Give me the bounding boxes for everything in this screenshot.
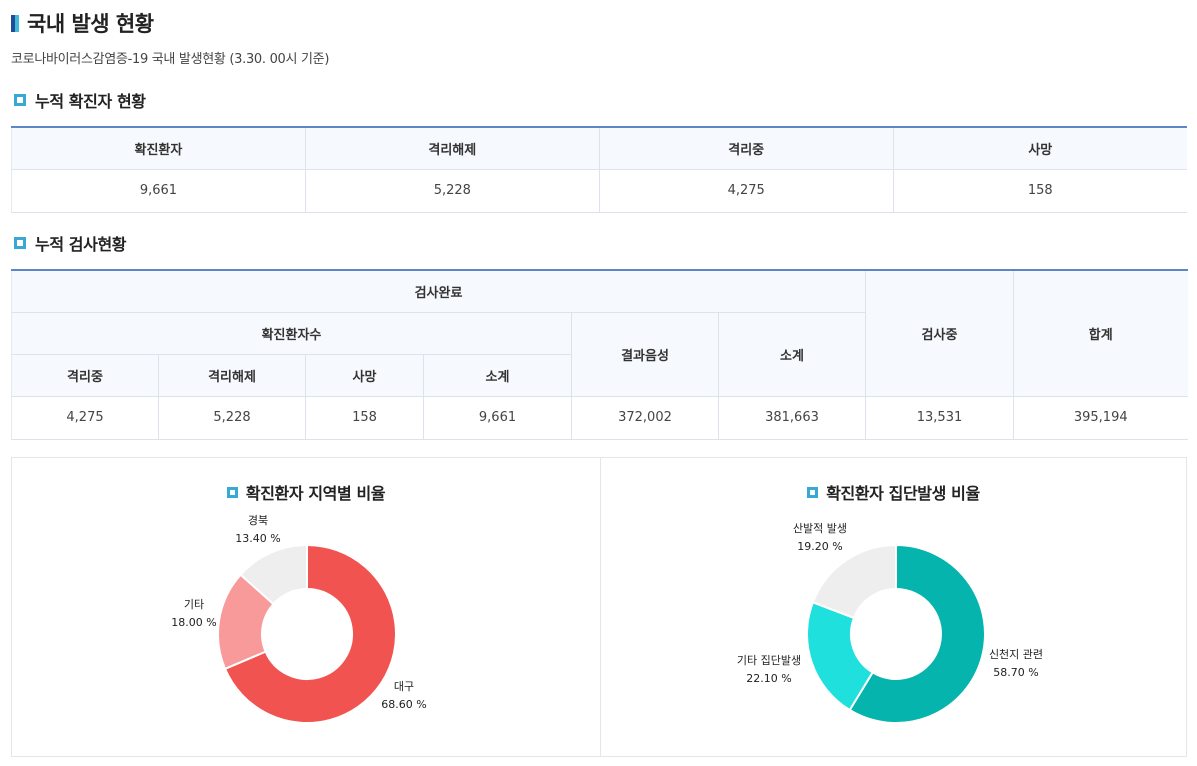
section-tests-heading: 누적 검사현황 <box>14 231 126 255</box>
section-confirmed-title: 누적 확진자 현황 <box>35 92 146 111</box>
region-slice-value-2: 13.40 % <box>235 532 280 545</box>
tests-header-completed: 검사완료 <box>11 270 866 313</box>
confirmed-table: 확진환자 격리해제 격리중 사망 9,661 5,228 4,275 158 <box>11 126 1187 213</box>
tests-value-isolated: 4,275 <box>11 395 159 440</box>
section-confirmed-heading: 누적 확진자 현황 <box>14 88 146 112</box>
confirmed-header-isolated: 격리중 <box>598 127 894 170</box>
confirmed-value-total: 9,661 <box>11 168 306 213</box>
tests-value-deaths: 158 <box>305 395 424 440</box>
region-slice-value-0: 68.60 % <box>381 698 426 711</box>
confirmed-header-released: 격리해제 <box>304 127 600 170</box>
region-slice-label-2: 경북 <box>248 514 268 527</box>
region-slice-2[interactable] <box>239 543 308 606</box>
tests-value-testing: 13,531 <box>865 395 1014 440</box>
tests-subheader-subtotal: 소계 <box>423 354 572 397</box>
region-slice-value-1: 18.00 % <box>171 616 216 629</box>
cluster-chart-heading: 확진환자 집단발생 비율 <box>601 480 1186 504</box>
cluster-slice-0[interactable] <box>848 543 986 724</box>
tests-value-total: 395,194 <box>1013 395 1188 440</box>
square-bullet-icon <box>14 94 26 106</box>
confirmed-value-deaths: 158 <box>892 168 1187 213</box>
tests-subheader-deaths: 사망 <box>305 354 424 397</box>
cluster-slice-value-2: 19.20 % <box>797 540 842 553</box>
tests-value-completed-subtotal: 381,663 <box>718 395 866 440</box>
page-title: 국내 발생 현황 <box>11 9 154 37</box>
square-bullet-icon <box>14 237 26 249</box>
tests-header-confirmed: 확진환자수 <box>11 312 572 355</box>
tests-subheader-isolated: 격리중 <box>11 354 159 397</box>
tests-value-confirmed-subtotal: 9,661 <box>423 395 572 440</box>
cluster-slice-label-1: 기타 집단발생 <box>737 654 801 667</box>
region-slice-label-0: 대구 <box>394 680 414 693</box>
tests-header-testing: 검사중 <box>865 270 1014 397</box>
region-chart-title: 확진환자 지역별 비율 <box>245 484 386 503</box>
cluster-slice-2[interactable] <box>811 543 897 620</box>
confirmed-value-isolated: 4,275 <box>598 168 894 213</box>
cluster-slice-label-0: 신천지 관련 <box>989 647 1043 661</box>
section-tests-title: 누적 검사현황 <box>35 235 127 254</box>
square-bullet-icon <box>226 486 238 498</box>
region-chart-heading: 확진환자 지역별 비율 <box>12 480 600 504</box>
cluster-donut-chart: 신천지 관련 58.70 % 기타 집단발생 22.10 % 산발적 발생 19.20 % <box>737 522 1043 724</box>
region-donut-chart: 대구 68.60 % 기타 18.00 % 경북 13.40 % <box>171 514 427 724</box>
region-slice-label-1: 기타 <box>184 598 204 611</box>
tests-subheader-released: 격리해제 <box>158 354 306 397</box>
tests-value-released: 5,228 <box>158 395 306 440</box>
tests-value-negative: 372,002 <box>571 395 719 440</box>
region-slice-0[interactable] <box>223 543 397 724</box>
cluster-slice-label-2: 산발적 발생 <box>793 522 847 535</box>
tests-header-negative: 결과음성 <box>571 312 719 397</box>
tests-table: 검사완료 검사중 합계 확진환자수 결과음성 소계 격리중 격리해제 사망 소계… <box>11 269 1188 440</box>
tests-header-total: 합계 <box>1013 270 1188 397</box>
page-subtitle: 코로나바이러스감염증-19 국내 발생현황 (3.30. 00시 기준) <box>11 52 330 67</box>
tests-header-subtotal: 소계 <box>718 312 866 397</box>
title-bar-icon <box>11 14 19 32</box>
table-row: 9,661 5,228 4,275 158 <box>11 168 1187 213</box>
page-title-text: 국내 발생 현황 <box>27 12 154 36</box>
confirmed-value-released: 5,228 <box>304 168 600 213</box>
cluster-chart-title: 확진환자 집단발생 비율 <box>826 484 980 503</box>
confirmed-header-total: 확진환자 <box>11 127 306 170</box>
confirmed-header-deaths: 사망 <box>892 127 1187 170</box>
cluster-slice-value-0: 58.70 % <box>993 666 1038 679</box>
region-chart-panel: 확진환자 지역별 비율 대구 68.60 % 기타 18.00 % 경북 13.40 % <box>11 457 601 757</box>
cluster-chart-panel: 확진환자 집단발생 비율 신천지 관련 58.70 % 기타 집단발생 22.10 %… <box>600 457 1187 757</box>
square-bullet-icon <box>807 486 819 498</box>
table-row: 4,275 5,228 158 9,661 372,002 381,663 13… <box>11 395 1188 440</box>
cluster-slice-value-1: 22.10 % <box>746 672 791 685</box>
